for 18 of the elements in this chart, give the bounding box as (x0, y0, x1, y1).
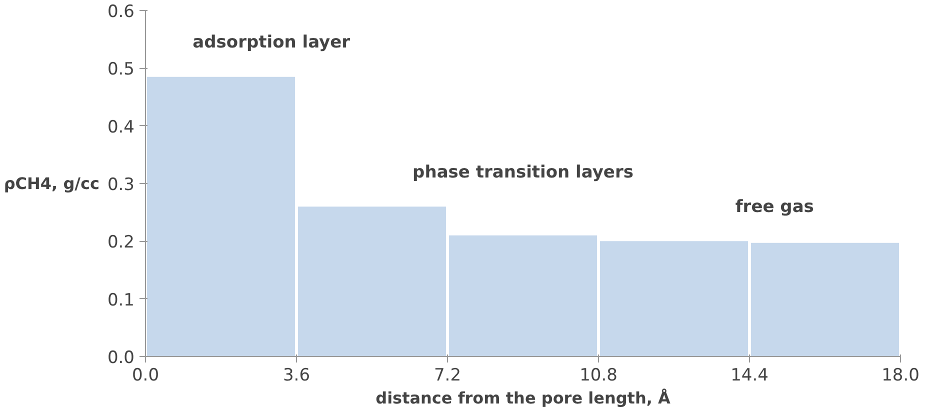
x-tick-label: 14.4 (730, 366, 768, 386)
y-tick-label: 0.5 (107, 60, 135, 80)
y-axis-title: ρCH4, g/cc (4, 174, 100, 193)
x-tick-label: 18.0 (882, 366, 920, 386)
y-tick-label: 0.4 (107, 117, 135, 138)
y-tick-label: 0.6 (107, 2, 135, 22)
y-tick-label: 0.0 (107, 348, 135, 368)
x-tick-label: 10.8 (580, 366, 618, 386)
annotation: phase transition layers (412, 162, 634, 182)
x-axis-title: distance from the pore length, Å (376, 388, 671, 408)
x-tick-label: 7.2 (434, 366, 462, 386)
y-tick-label: 0.2 (107, 232, 135, 253)
x-tick-label: 0.0 (132, 366, 160, 386)
annotation: adsorption layer (192, 32, 351, 53)
y-tick-label: 0.3 (107, 175, 135, 195)
x-tick-label: 3.6 (282, 366, 310, 386)
annotation: free gas (735, 196, 814, 217)
y-tick-label: 0.1 (107, 290, 135, 310)
